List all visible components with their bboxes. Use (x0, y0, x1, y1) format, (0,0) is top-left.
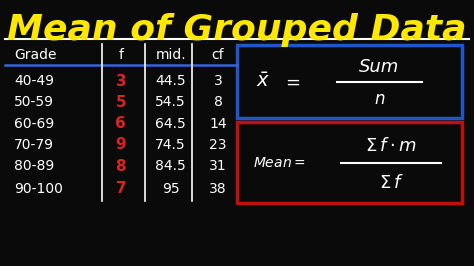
Text: 95: 95 (162, 182, 180, 196)
Text: 50-59: 50-59 (14, 95, 54, 109)
Text: 3: 3 (214, 74, 222, 88)
Text: 8: 8 (214, 95, 222, 109)
Text: 54.5: 54.5 (155, 95, 186, 109)
Text: $\bar{x}$: $\bar{x}$ (256, 72, 270, 91)
Bar (237, 45, 462, 118)
Text: Grade: Grade (14, 48, 57, 61)
Text: mid.: mid. (155, 48, 186, 61)
Text: 23: 23 (210, 138, 227, 152)
Text: 31: 31 (209, 159, 227, 173)
Text: $Mean =$: $Mean =$ (253, 156, 306, 170)
Text: 64.5: 64.5 (155, 117, 186, 131)
Text: 14: 14 (209, 117, 227, 131)
Text: 60-69: 60-69 (14, 117, 55, 131)
Text: f: f (118, 48, 123, 61)
Text: $=$: $=$ (282, 73, 301, 91)
Text: 3: 3 (116, 74, 126, 89)
Text: 8: 8 (116, 159, 126, 174)
Text: 44.5: 44.5 (155, 74, 186, 88)
Text: $\Sigma\,f$: $\Sigma\,f$ (379, 174, 403, 192)
Text: 5: 5 (116, 95, 126, 110)
Text: $\Sigma\,f \cdot m$: $\Sigma\,f \cdot m$ (365, 137, 417, 155)
Text: 80-89: 80-89 (14, 159, 55, 173)
Text: 70-79: 70-79 (14, 138, 54, 152)
Text: 38: 38 (209, 182, 227, 196)
Text: 40-49: 40-49 (14, 74, 54, 88)
Text: Mean of Grouped Data: Mean of Grouped Data (7, 13, 467, 47)
Text: 84.5: 84.5 (155, 159, 186, 173)
Text: cf: cf (212, 48, 224, 61)
Text: 6: 6 (116, 116, 126, 131)
Text: 74.5: 74.5 (155, 138, 186, 152)
Text: 9: 9 (116, 138, 126, 152)
Text: n: n (374, 90, 384, 108)
Text: 7: 7 (116, 181, 126, 196)
Text: 90-100: 90-100 (14, 182, 63, 196)
Bar (237, 122, 462, 203)
Text: Sum: Sum (359, 58, 399, 76)
